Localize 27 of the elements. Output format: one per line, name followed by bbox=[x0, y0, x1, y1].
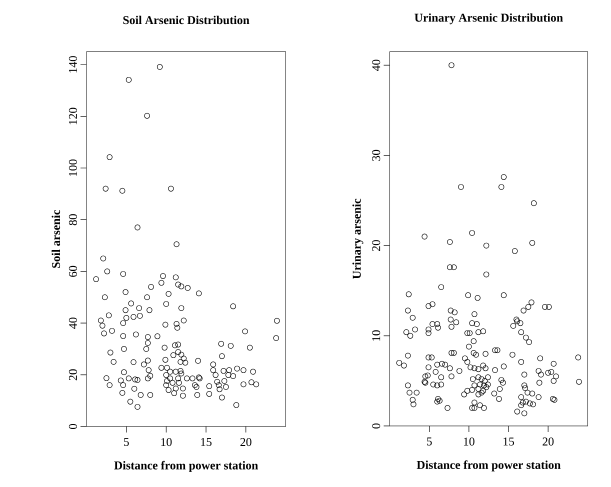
y-tick-label: 140 bbox=[68, 56, 77, 73]
y-tick-label: 120 bbox=[68, 108, 77, 124]
x-tick-label: 20 bbox=[542, 438, 554, 446]
y-axis-title: Soil arsenic bbox=[52, 210, 60, 268]
x-axis-title: Distance from power station bbox=[416, 460, 561, 472]
y-tick-label: 20 bbox=[372, 240, 380, 252]
y-tick-label: 20 bbox=[68, 369, 77, 380]
y-tick-label: 0 bbox=[68, 424, 77, 430]
chart-title: Urinary Arsenic Distribution bbox=[414, 13, 563, 24]
x-tick-label: 10 bbox=[464, 438, 474, 446]
y-tick-label: 60 bbox=[68, 266, 77, 277]
y-axis-title: Urinary arsenic bbox=[352, 198, 364, 279]
y-tick-label: 40 bbox=[372, 60, 380, 71]
x-axis-title: Distance from power station bbox=[114, 460, 258, 472]
y-tick-label: 40 bbox=[68, 318, 77, 329]
x-tick-label: 10 bbox=[161, 438, 172, 446]
chart-title: Soil Arsenic Distribution bbox=[123, 16, 250, 24]
x-tick-label: 15 bbox=[201, 438, 212, 446]
y-tick-label: 80 bbox=[68, 214, 77, 226]
x-tick-label: 20 bbox=[240, 438, 252, 446]
y-tick-label: 30 bbox=[372, 150, 380, 161]
x-tick-label: 5 bbox=[124, 438, 129, 446]
x-tick-label: 15 bbox=[504, 438, 514, 446]
x-tick-label: 5 bbox=[427, 438, 432, 446]
y-tick-label: 100 bbox=[68, 160, 77, 176]
y-tick-label: 0 bbox=[372, 423, 380, 429]
y-tick-label: 10 bbox=[372, 330, 380, 341]
